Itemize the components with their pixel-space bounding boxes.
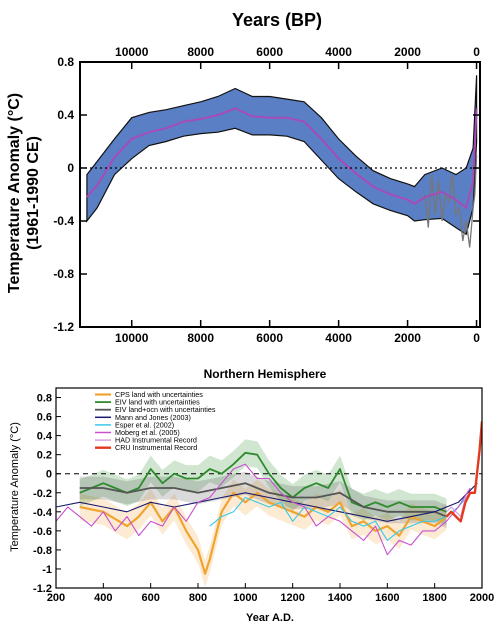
x-tick-label-top: 10000 (115, 45, 149, 59)
series-line (209, 492, 471, 541)
x-tick-label-top: 4000 (325, 45, 352, 59)
x-tick-label-bottom: 8000 (187, 331, 214, 345)
x-tick-label-bottom: 10000 (115, 331, 149, 345)
series-line (79, 482, 447, 518)
y-tick-label: -0.8 (53, 267, 74, 281)
gray-series-line (424, 154, 478, 248)
bottom-plot-area: 200 400 600 800 1000 1200 1400 1600 1800 2000 0.8 0… (33, 387, 494, 604)
series-line (79, 451, 447, 513)
x-tick-label-top: 2000 (394, 45, 421, 59)
x-tick-label: 2000 (470, 592, 494, 604)
x-tick-label-top: 8000 (187, 45, 214, 59)
x-tick-label-bottom: 2000 (394, 331, 421, 345)
millennium-temperature-chart: Year A.D. Temperature Anomaly (°C) 200 40… (9, 387, 494, 624)
uncertainty-band (79, 471, 447, 528)
x-tick-label: 1600 (375, 592, 399, 604)
y-axis-title: Temperature Anomaly (°C) (6, 93, 23, 293)
x-tick-label: 1200 (280, 592, 304, 604)
y-tick-label: 0.8 (57, 55, 74, 69)
y-tick-label: 0.4 (37, 431, 53, 443)
holocene-temperature-chart: Years (BP) Northern Hemisphere Temperatu… (6, 10, 481, 381)
series-line (56, 463, 471, 556)
uncertainty-band (86, 75, 478, 236)
y-tick-label: -0.6 (33, 526, 52, 538)
x-tick-label: 1800 (422, 592, 446, 604)
y-tick-label: -1.2 (33, 583, 52, 595)
bottom-x-axis-title: Northern Hemisphere (204, 367, 327, 381)
x-tick-label-bottom: 0 (473, 331, 480, 345)
y-tick-label: -0.4 (53, 214, 74, 228)
series-line (56, 482, 478, 522)
x-tick-label-top: 6000 (256, 45, 283, 59)
series-group (56, 421, 482, 587)
y-axis-title: Temperature Anomaly (°C) (9, 422, 21, 552)
legend-label: Esper et al. (2002) (115, 420, 174, 429)
legend-label: Moberg et al. (2005) (115, 428, 180, 437)
y-tick-label: 0 (67, 161, 74, 175)
mean-series-line (86, 107, 478, 210)
legend-label: EIV land with uncertainties (115, 398, 200, 407)
y-tick-label: -0.8 (33, 545, 52, 557)
legend-label: Mann and Jones (2003) (115, 413, 191, 422)
plot-frame (79, 61, 481, 328)
x-axis-title: Year A.D. (246, 612, 294, 624)
y-axis-subtitle: (1961-1990 CE) (25, 136, 42, 250)
x-tick-label: 800 (189, 592, 207, 604)
top-x-axis-title: Years (BP) (232, 10, 322, 30)
y-tick-label: 0.2 (37, 450, 52, 462)
x-tick-label: 600 (141, 592, 159, 604)
y-tick-label: 0.6 (37, 412, 52, 424)
y-tick-label: -1 (42, 564, 52, 576)
legend-label: CRU Instrumental Record (115, 443, 197, 452)
x-tick-label: 200 (47, 592, 65, 604)
x-tick-label: 1000 (233, 592, 257, 604)
legend-label: CPS land with uncertainties (115, 390, 203, 399)
x-tick-label-bottom: 6000 (256, 331, 283, 345)
plot-frame (55, 387, 483, 589)
y-tick-label: -0.4 (33, 507, 53, 519)
x-tick-label: 400 (94, 592, 112, 604)
series-line (79, 491, 448, 575)
x-tick-label: 1400 (328, 592, 352, 604)
legend-label: HAD Instrumental Record (115, 436, 197, 445)
x-tick-label-top: 0 (473, 45, 480, 59)
y-tick-label: -0.2 (33, 488, 52, 500)
y-tick-label: 0.8 (37, 393, 52, 405)
series-line (445, 421, 482, 523)
y-tick-label: -1.2 (53, 320, 74, 334)
y-tick-label: 0 (46, 469, 52, 481)
top-plot-area: 10000 10000 8000 8000 6000 6000 4000 4000 2000 20… (53, 45, 481, 345)
y-tick-label: 0.4 (57, 108, 74, 122)
legend-label: EIV land+ocn with uncertainties (115, 405, 216, 414)
x-tick-label-bottom: 4000 (325, 331, 352, 345)
